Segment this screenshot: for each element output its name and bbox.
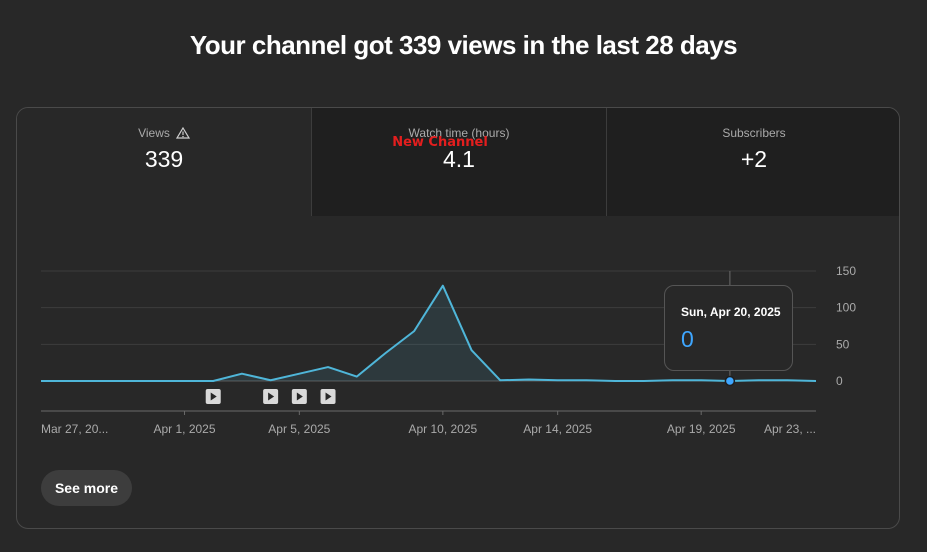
tooltip-date: Sun, Apr 20, 2025: [681, 305, 781, 319]
see-more-button[interactable]: See more: [41, 470, 132, 506]
video-published-icon[interactable]: [205, 389, 221, 404]
metric-label-watch-time: Watch time (hours): [408, 126, 510, 140]
metric-value-subscribers: +2: [740, 146, 768, 172]
chart-tooltip: Sun, Apr 20, 2025 0: [664, 285, 793, 371]
metric-tab-views[interactable]: Views 339: [17, 108, 312, 216]
metric-value-views: 339: [144, 146, 184, 172]
video-published-icon[interactable]: [320, 389, 336, 404]
tooltip-value: 0: [681, 326, 694, 352]
video-published-icon[interactable]: [291, 389, 307, 404]
metric-label-views: Views: [138, 126, 170, 140]
chart-annotation: New Channel: [392, 135, 488, 150]
metric-label-subscribers: Subscribers: [722, 126, 786, 140]
page-headline: Your channel got 339 views in the last 2…: [189, 30, 738, 60]
warning-icon[interactable]: [175, 127, 190, 139]
metrics-tabs: Views 339 Watch time (hours) 4.1 Subscri…: [17, 108, 899, 216]
metric-value-watch-time: 4.1: [443, 146, 475, 172]
video-published-icon[interactable]: [263, 389, 279, 404]
metric-tab-watch-time[interactable]: Watch time (hours) 4.1: [312, 108, 607, 216]
metric-tab-subscribers[interactable]: Subscribers +2: [607, 108, 899, 216]
